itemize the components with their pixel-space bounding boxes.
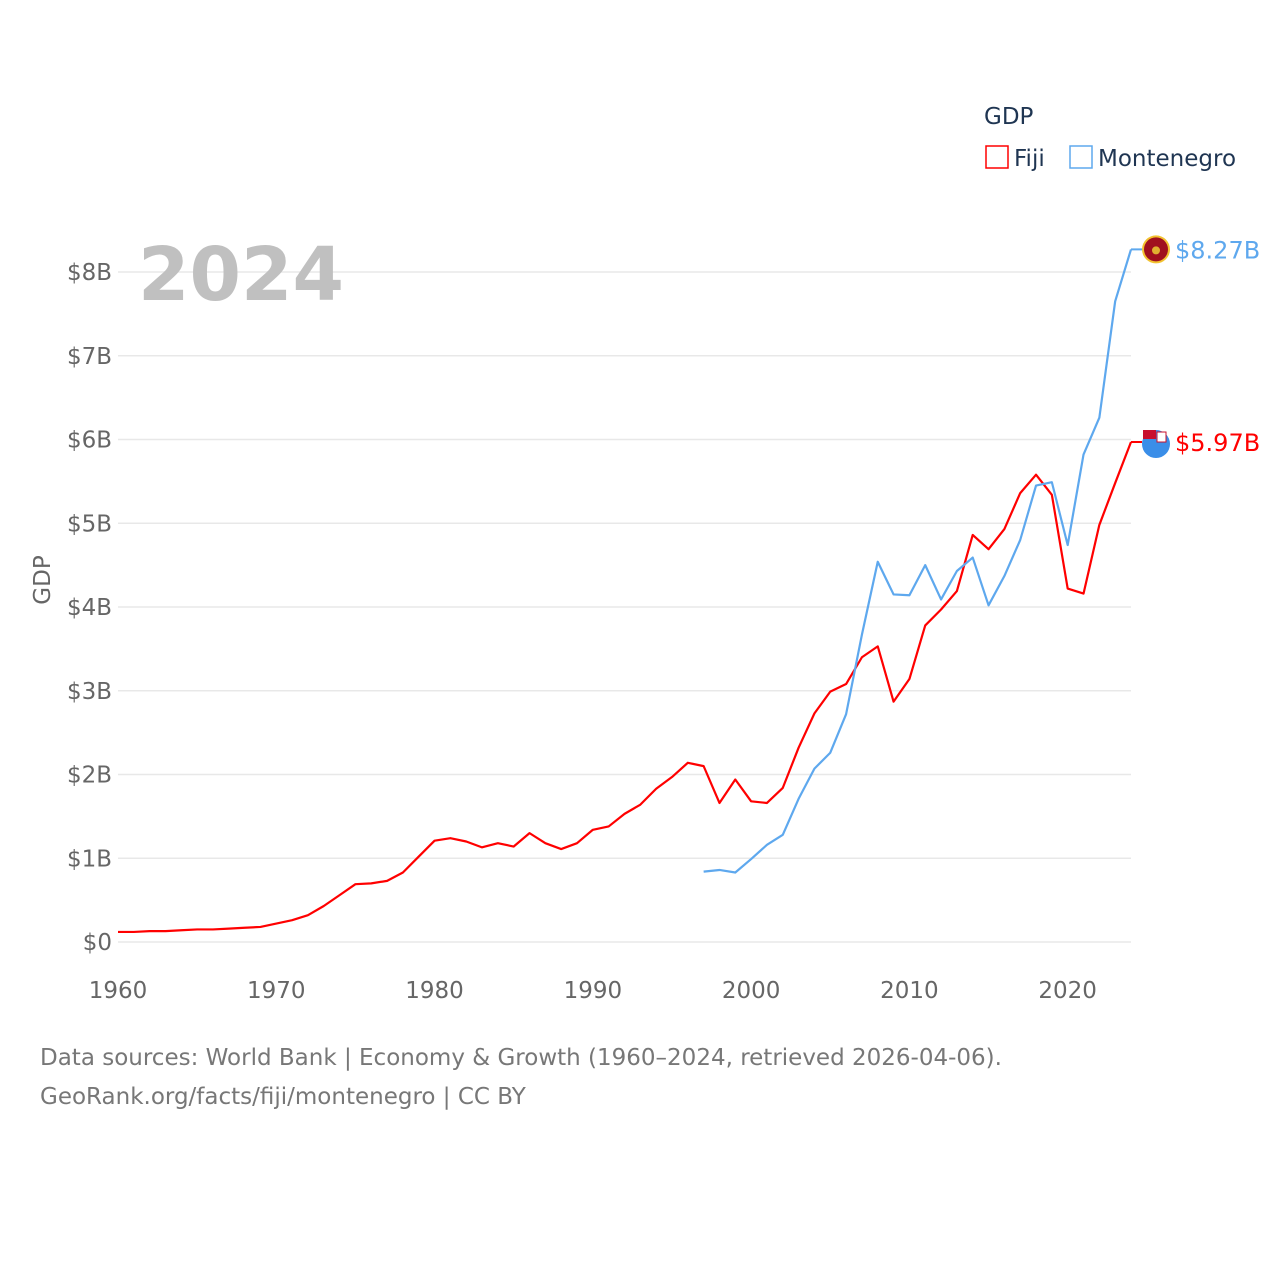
legend-label-montenegro[interactable]: Montenegro — [1098, 146, 1236, 172]
montenegro-flag-emblem — [1152, 246, 1160, 255]
fiji-flag-shield — [1156, 431, 1167, 443]
x-tick-label: 1970 — [247, 978, 306, 1004]
x-tick-label: 2000 — [722, 978, 781, 1004]
x-tick-label: 1990 — [564, 978, 623, 1004]
y-tick-label: $5B — [67, 511, 112, 537]
end-value-label-montenegro: $8.27B — [1175, 236, 1260, 264]
legend-title: GDP — [984, 104, 1034, 130]
x-tick-label: 1980 — [405, 978, 464, 1004]
y-axis-label: GDP — [30, 555, 56, 605]
series-line-fiji[interactable] — [118, 441, 1133, 934]
year-label: 2024 — [138, 232, 344, 318]
footer-link[interactable]: GeoRank.org/facts/fiji/montenegro | CC B… — [40, 1084, 526, 1110]
x-tick-label: 2010 — [880, 978, 939, 1004]
y-tick-label: $4B — [67, 595, 112, 621]
y-tick-label: $7B — [67, 344, 112, 370]
end-value-label-fiji: $5.97B — [1175, 429, 1260, 457]
x-tick-label: 1960 — [89, 978, 148, 1004]
y-tick-label: $0 — [83, 930, 112, 956]
x-tick-label: 2020 — [1038, 978, 1097, 1004]
y-tick-label: $2B — [67, 763, 112, 789]
footer-sources: Data sources: World Bank | Economy & Gro… — [40, 1045, 1002, 1071]
series-line-montenegro[interactable] — [703, 249, 1133, 874]
legend-label-fiji[interactable]: Fiji — [1014, 146, 1045, 172]
legend-swatch-montenegro[interactable] — [1069, 145, 1093, 169]
legend-swatch-fiji[interactable] — [985, 145, 1009, 169]
fiji-flag-union-jack — [1143, 430, 1156, 440]
y-tick-label: $8B — [67, 260, 112, 286]
y-tick-label: $6B — [67, 428, 112, 454]
y-tick-label: $1B — [67, 846, 112, 872]
y-tick-label: $3B — [67, 679, 112, 705]
